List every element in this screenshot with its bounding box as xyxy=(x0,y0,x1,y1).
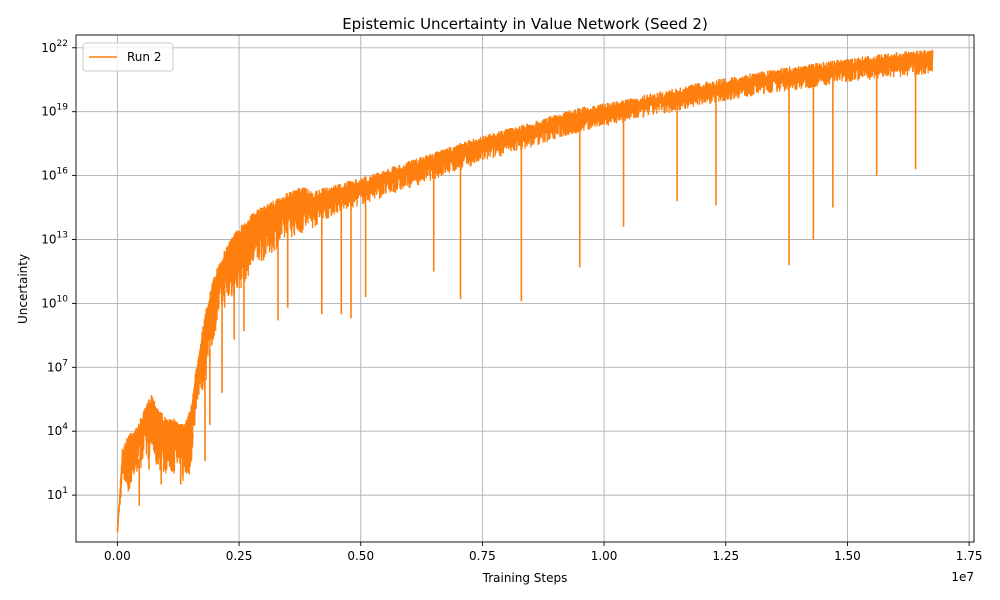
legend: Run 2 xyxy=(82,42,174,72)
x-axis-ticks: 0.00 0.25 0.50 0.75 1.00 1.25 1.50 1.75 xyxy=(104,542,982,563)
legend-label-run-2: Run 2 xyxy=(127,50,161,64)
x-gridlines xyxy=(116,35,970,542)
y-tick-label: 1022 xyxy=(41,39,68,55)
y-tick-label: 1019 xyxy=(41,103,68,119)
x-tick-label: 0.25 xyxy=(226,549,253,563)
x-tick-label: 0.75 xyxy=(469,549,496,563)
legend-box xyxy=(82,42,174,72)
y-tick-label: 1010 xyxy=(41,294,68,310)
y-tick-label: 104 xyxy=(47,422,68,438)
y-tick-label: 101 xyxy=(47,486,68,502)
x-tick-label: 0.00 xyxy=(104,549,131,563)
x-tick-label: 1.25 xyxy=(712,549,739,563)
plot-area-frame xyxy=(75,34,975,543)
x-tick-label: 1.00 xyxy=(591,549,618,563)
x-axis-label: Training Steps xyxy=(482,571,568,585)
y-tick-label: 107 xyxy=(47,358,68,374)
x-tick-label: 1.50 xyxy=(834,549,861,563)
y-axis-ticks: 101 104 107 1010 1013 1016 1019 1022 xyxy=(41,39,76,502)
y-axis-label: Uncertainty xyxy=(16,254,30,324)
series-line-run-2 xyxy=(116,49,934,533)
x-axis-offset-label: 1e7 xyxy=(951,570,974,584)
x-tick-label: 1.75 xyxy=(956,549,983,563)
y-gridlines xyxy=(76,47,974,496)
series-run-2 xyxy=(116,49,934,533)
y-tick-label: 1013 xyxy=(41,231,68,247)
x-tick-label: 0.50 xyxy=(347,549,374,563)
chart-title: Epistemic Uncertainty in Value Network (… xyxy=(342,15,708,33)
y-tick-label: 1016 xyxy=(41,167,68,183)
